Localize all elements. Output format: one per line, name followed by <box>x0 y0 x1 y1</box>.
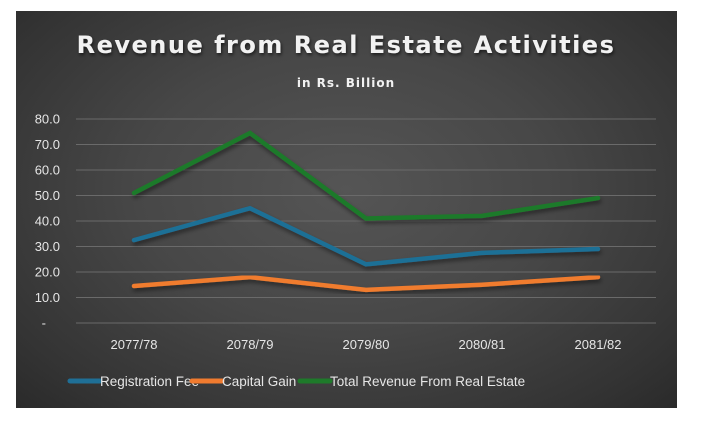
legend-item: Registration Fee <box>67 374 199 389</box>
x-tick-label: 2080/81 <box>459 337 506 352</box>
legend-label: Registration Fee <box>100 374 199 389</box>
y-tick-label: - <box>42 316 46 331</box>
legend-item: Total Revenue From Real Estate <box>297 374 525 389</box>
y-tick-label: 30.0 <box>35 239 60 254</box>
legend-item: Capital Gain <box>189 374 296 389</box>
y-tick-label: 10.0 <box>35 290 60 305</box>
series-1 <box>131 274 601 293</box>
y-tick-label: 80.0 <box>35 112 60 127</box>
y-tick-label: 60.0 <box>35 163 60 178</box>
gridlines <box>76 118 656 324</box>
chart-title: Revenue from Real Estate Activities <box>77 31 616 59</box>
legend-label: Total Revenue From Real Estate <box>330 374 525 389</box>
x-axis-ticks: 2077/78 2078/79 2079/80 2080/81 2081/82 <box>111 337 622 352</box>
legend-label: Capital Gain <box>222 374 296 389</box>
series-line <box>131 274 601 293</box>
series-lines <box>131 130 601 293</box>
chart-subtitle: in Rs. Billion <box>297 76 395 90</box>
x-tick-label: 2079/80 <box>343 337 390 352</box>
series-line <box>131 130 601 221</box>
y-tick-label: 70.0 <box>35 137 60 152</box>
series-0 <box>131 205 601 267</box>
x-tick-label: 2081/82 <box>575 337 622 352</box>
series-2 <box>131 130 601 221</box>
line-chart: Revenue from Real Estate Activities in R… <box>35 31 656 389</box>
y-tick-label: 50.0 <box>35 188 60 203</box>
x-tick-label: 2077/78 <box>111 337 158 352</box>
x-tick-label: 2078/79 <box>227 337 274 352</box>
y-tick-label: 40.0 <box>35 214 60 229</box>
chart-area: Revenue from Real Estate Activities in R… <box>16 11 677 408</box>
y-axis-ticks: - 10.0 20.0 30.0 40.0 50.0 60.0 70.0 80.0 <box>35 112 60 331</box>
legend: Registration Fee Capital Gain Total Revenu… <box>67 374 525 389</box>
y-tick-label: 20.0 <box>35 265 60 280</box>
